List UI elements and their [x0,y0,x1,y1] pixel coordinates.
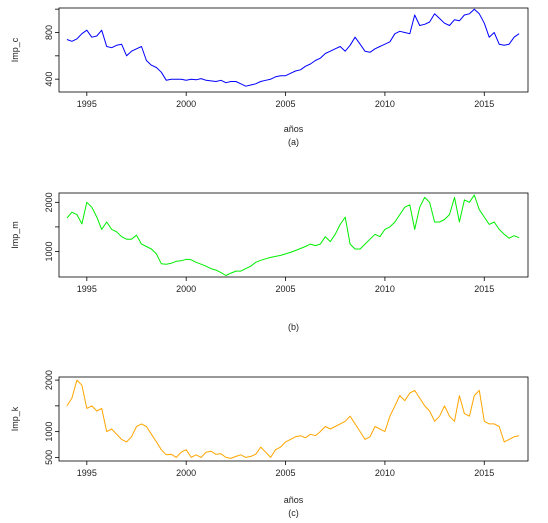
x-tick-label: 2000 [176,468,196,478]
x-tick-label: 1995 [77,468,97,478]
panel-label: (a) [288,137,299,147]
x-tick-label: 2005 [276,284,296,294]
y-tick-label: 500 [44,450,54,465]
x-axis-label: años [284,495,304,505]
x-tick-label: 2015 [474,284,494,294]
x-tick-label: 2000 [176,284,196,294]
plot-frame [58,7,529,93]
y-tick-label: 2000 [44,192,54,212]
x-tick-label: 2005 [276,99,296,109]
x-tick-label: 1995 [77,99,97,109]
y-tick-label: 800 [44,25,54,40]
y-tick-label: 1000 [44,241,54,261]
x-tick-label: 2015 [474,468,494,478]
y-tick-label: 400 [44,72,54,87]
panel-label: (c) [288,508,299,518]
y-axis-label: Imp_c [10,37,20,62]
plot-frame [58,376,529,462]
y-tick-label: 2000 [44,370,54,390]
x-tick-label: 2000 [176,99,196,109]
series-line-imp-m [66,194,520,276]
x-tick-label: 1995 [77,284,97,294]
y-axis-label: Imp_k [10,406,20,431]
plot-frame [58,192,529,278]
series-line-imp-k [66,379,520,459]
y-axis-label: Imp_m [10,221,20,249]
y-tick-label: 1000 [44,422,54,442]
panel-label: (b) [288,322,299,332]
x-tick-label: 2010 [375,284,395,294]
x-tick-label: 2015 [474,99,494,109]
series-line-imp-c [66,8,520,87]
x-axis-label: años [284,124,304,134]
x-tick-label: 2010 [375,468,395,478]
x-tick-label: 2010 [375,99,395,109]
x-tick-label: 2005 [276,468,296,478]
